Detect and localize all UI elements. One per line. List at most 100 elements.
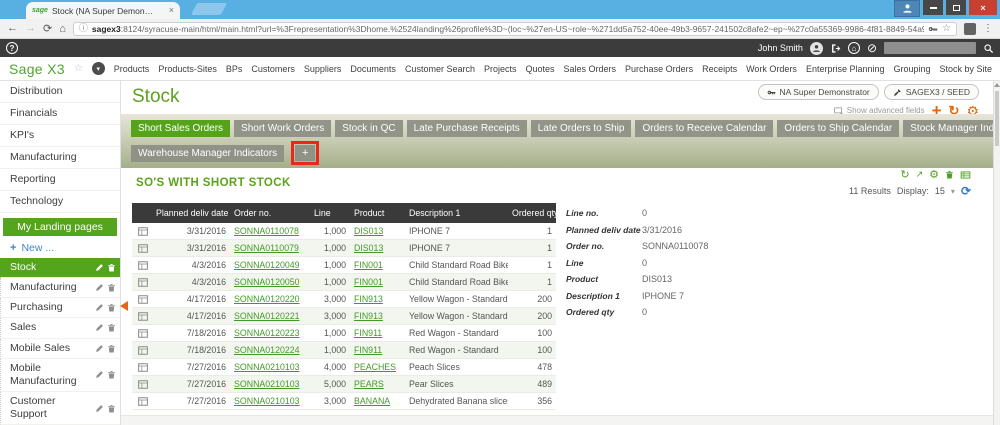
browser-home-icon[interactable]: ⌂	[59, 22, 66, 35]
order-link[interactable]: SONNA0120221	[234, 311, 300, 321]
url-bar[interactable]: ⓘ sagex3:8124/syracuse-main/html/main.ht…	[72, 21, 957, 36]
new-landing-page-button[interactable]: + New ...	[0, 240, 120, 258]
sidebar-item-technology[interactable]: Technology	[0, 191, 120, 213]
avatar[interactable]	[809, 41, 823, 55]
product-link[interactable]: FIN913	[354, 311, 383, 321]
nav-menu-toggle-icon[interactable]: ▾	[91, 62, 105, 75]
order-link[interactable]: SONNA0120049	[234, 260, 300, 270]
display-value[interactable]: 15	[934, 186, 945, 196]
row-detail-icon[interactable]	[134, 328, 152, 338]
window-close-button[interactable]: ×	[969, 0, 997, 15]
nav-item-quotes[interactable]: Quotes	[525, 63, 555, 74]
sidebar-item-financials[interactable]: Financials	[0, 103, 120, 125]
widget-refresh-icon[interactable]: ↻	[900, 169, 910, 181]
table-row[interactable]: 4/3/2016 SONNA0120049 1,000 FIN001 Child…	[132, 257, 556, 274]
col-product[interactable]: Product	[354, 208, 385, 218]
table-row[interactable]: 4/17/2016 SONNA0120221 3,000 FIN913 Yell…	[132, 308, 556, 325]
window-minimize-button[interactable]	[923, 0, 943, 15]
widget-expand-icon[interactable]: ↗	[915, 169, 924, 179]
sage-x3-logo[interactable]: Sage X3	[9, 60, 65, 77]
tab-stock-in-qc[interactable]: Stock in QC	[335, 120, 403, 137]
product-link[interactable]: FIN911	[354, 345, 383, 355]
reload-icon[interactable]: ⟳	[43, 23, 53, 35]
nav-item-projects[interactable]: Projects	[483, 63, 517, 74]
show-advanced-fields-toggle[interactable]: Show advanced fields	[834, 106, 925, 116]
row-detail-icon[interactable]	[134, 362, 152, 372]
role-pill[interactable]: NA Super Demonstrator	[757, 84, 879, 100]
scrollbar[interactable]	[993, 81, 1000, 425]
delete-trash-icon[interactable]	[107, 370, 116, 379]
browser-menu-icon[interactable]: ⋮	[983, 23, 993, 34]
sidebar-item-kpis[interactable]: KPI's	[0, 125, 120, 147]
row-detail-icon[interactable]	[134, 226, 152, 236]
extension-icon[interactable]	[964, 22, 976, 35]
nav-item-customers[interactable]: Customers	[251, 63, 295, 74]
nav-item-sales-orders[interactable]: Sales Orders	[563, 63, 617, 74]
landing-page-customer-support[interactable]: Customer Support	[0, 391, 120, 425]
nav-item-documents[interactable]: Documents	[350, 63, 396, 74]
display-dropdown-icon[interactable]: ▾	[950, 186, 955, 196]
add-tab-button[interactable]: +	[295, 145, 316, 161]
nav-item-enterprise-planning[interactable]: Enterprise Planning	[805, 63, 885, 74]
widget-table-view-icon[interactable]	[960, 170, 971, 180]
order-link[interactable]: SONNA0110078	[234, 226, 299, 236]
product-link[interactable]: FIN913	[354, 294, 383, 304]
product-link[interactable]: FIN911	[354, 328, 383, 338]
refresh-page-icon[interactable]: ↻	[948, 103, 960, 118]
table-row[interactable]: 7/27/2016 SONNA0210103 4,000 PEACHES Pea…	[132, 359, 556, 376]
nav-item-receipts[interactable]: Receipts	[702, 63, 738, 74]
table-row[interactable]: 7/27/2016 SONNA0210103 5,000 PEARS Pear …	[132, 376, 556, 393]
product-link[interactable]: PEARS	[354, 379, 384, 389]
product-link[interactable]: PEACHES	[354, 362, 397, 372]
widget-settings-gear-icon[interactable]: ⚙	[929, 169, 939, 181]
edit-pencil-icon[interactable]	[95, 303, 104, 312]
tab-orders-to-ship-calendar[interactable]: Orders to Ship Calendar	[777, 120, 900, 137]
window-maximize-button[interactable]	[946, 0, 966, 15]
col-ordered-qty[interactable]: Ordered qty	[512, 208, 556, 218]
col-planned-deliv-date[interactable]: Planned deliv date	[156, 208, 229, 218]
row-detail-icon[interactable]	[134, 311, 152, 321]
nav-item-bps[interactable]: BPs	[225, 63, 243, 74]
edit-pencil-icon[interactable]	[95, 404, 104, 413]
nav-item-stock-by-site[interactable]: Stock by Site	[939, 63, 993, 74]
sidebar-item-manufacturing[interactable]: Manufacturing	[0, 147, 120, 169]
row-detail-icon[interactable]	[134, 379, 152, 389]
home-icon[interactable]: ⌂	[847, 42, 860, 54]
browser-profile-button[interactable]	[894, 0, 920, 17]
password-key-icon[interactable]	[928, 24, 938, 34]
order-link[interactable]: SONNA0120223	[234, 328, 300, 338]
user-name[interactable]: John Smith	[757, 43, 803, 53]
nav-item-suppliers[interactable]: Suppliers	[303, 63, 342, 74]
nav-item-purchase-orders[interactable]: Purchase Orders	[625, 63, 694, 74]
order-link[interactable]: SONNA0110079	[234, 243, 299, 253]
tab-close-icon[interactable]: ×	[168, 5, 174, 15]
tab-orders-to-receive-calendar[interactable]: Orders to Receive Calendar	[635, 120, 774, 137]
col-order-no[interactable]: Order no.	[234, 208, 272, 218]
tab-short-sales-orders[interactable]: Short Sales Orders	[131, 120, 231, 137]
edit-pencil-icon[interactable]	[95, 283, 104, 292]
delete-trash-icon[interactable]	[107, 404, 116, 413]
table-row[interactable]: 7/18/2016 SONNA0120224 1,000 FIN911 Red …	[132, 342, 556, 359]
bookmark-star-icon[interactable]: ☆	[942, 22, 951, 34]
sidebar-collapse-arrow-icon[interactable]	[115, 301, 128, 311]
favorite-star-icon[interactable]: ☆	[73, 63, 83, 74]
page-info-icon[interactable]: ⓘ	[78, 23, 88, 33]
order-link[interactable]: SONNA0210103	[234, 396, 300, 406]
delete-trash-icon[interactable]	[107, 283, 116, 292]
table-row[interactable]: 4/17/2016 SONNA0120220 3,000 FIN913 Yell…	[132, 291, 556, 308]
delete-trash-icon[interactable]	[107, 263, 116, 272]
widget-delete-trash-icon[interactable]	[945, 170, 954, 179]
nav-item-products-sites[interactable]: Products-Sites	[158, 63, 217, 74]
row-detail-icon[interactable]	[134, 243, 152, 253]
tab-late-purchase-receipts[interactable]: Late Purchase Receipts	[406, 120, 527, 137]
help-icon[interactable]: ?	[6, 42, 18, 54]
edit-pencil-icon[interactable]	[95, 344, 104, 353]
table-row[interactable]: 3/31/2016 SONNA0110079 1,000 DIS013 IPHO…	[132, 240, 556, 257]
nav-item-grouping[interactable]: Grouping	[893, 63, 931, 74]
row-detail-icon[interactable]	[134, 294, 152, 304]
scrollbar-thumb[interactable]	[995, 91, 999, 146]
col-line[interactable]: Line	[314, 208, 331, 218]
new-tab-button[interactable]	[190, 3, 228, 15]
logout-icon[interactable]	[830, 43, 841, 54]
tab-short-work-orders[interactable]: Short Work Orders	[234, 120, 332, 137]
